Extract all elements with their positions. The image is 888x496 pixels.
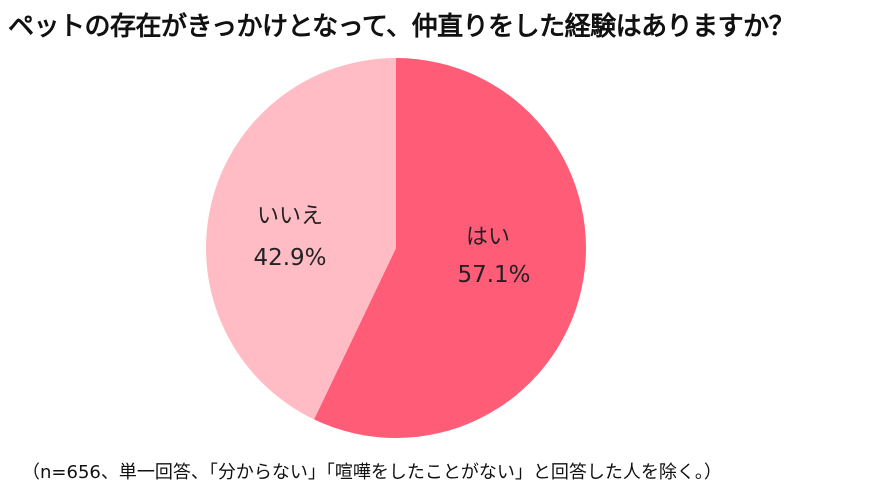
slice-label-no: いいえ [257,204,323,229]
pie-slice-yes [314,58,586,438]
footnote: （n=656、単一回答、「分からない」「喧嘩をしたことがない」と回答した人を除く… [22,462,722,483]
slice-value-no: 42.9% [253,245,326,271]
slice-label-yes: はい [466,225,510,250]
chart-title: ペットの存在がきっかけとなって、仲直りをした経験はありますか？ [8,12,795,42]
pie-slice-no [205,58,396,420]
slice-value-yes: 57.1% [457,262,530,288]
